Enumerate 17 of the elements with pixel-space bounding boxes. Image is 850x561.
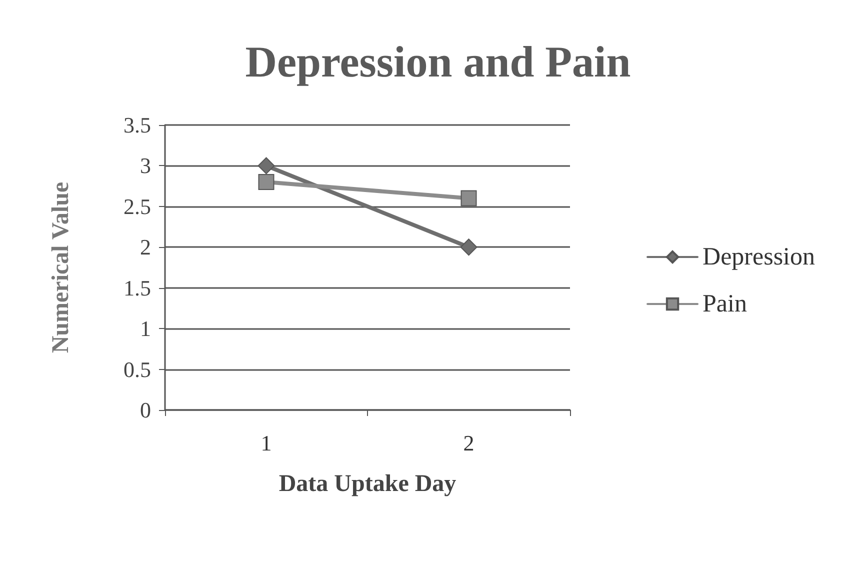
point [460,238,478,256]
point [258,157,275,174]
y-tick-label: 0 [140,398,151,422]
point [460,190,477,206]
point [258,174,274,190]
y-tick-label: 1.5 [124,275,151,300]
chart-title: Depression and Pain [245,38,631,86]
y-tick-label: 0.5 [124,356,151,382]
y-tick-label: 2 [140,234,151,260]
y-axis-title: Numerical Value [48,181,74,354]
y-tick-label: 2.5 [124,194,151,219]
y-tick-label: 3 [140,153,151,178]
legend-label: Depression [702,244,816,270]
y-tick-label: 1 [140,316,151,342]
x-axis-title: Data Uptake Day [278,471,456,497]
y-tick-label: 3.5 [124,112,151,138]
legend-label: Pain [702,290,748,318]
